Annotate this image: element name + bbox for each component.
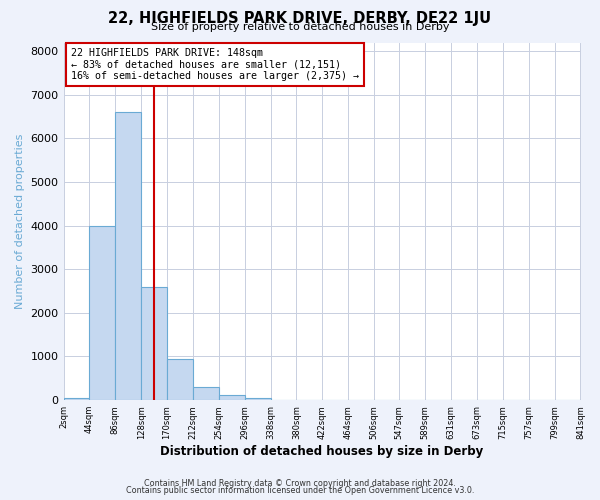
Bar [167, 358, 193, 400]
X-axis label: Distribution of detached houses by size in Derby: Distribution of detached houses by size … [160, 444, 484, 458]
Text: 22, HIGHFIELDS PARK DRIVE, DERBY, DE22 1JU: 22, HIGHFIELDS PARK DRIVE, DERBY, DE22 1… [109, 11, 491, 26]
Bar [89, 226, 115, 400]
Text: 22 HIGHFIELDS PARK DRIVE: 148sqm
← 83% of detached houses are smaller (12,151)
1: 22 HIGHFIELDS PARK DRIVE: 148sqm ← 83% o… [71, 48, 359, 81]
Text: Contains public sector information licensed under the Open Government Licence v3: Contains public sector information licen… [126, 486, 474, 495]
Text: Contains HM Land Registry data © Crown copyright and database right 2024.: Contains HM Land Registry data © Crown c… [144, 478, 456, 488]
Y-axis label: Number of detached properties: Number of detached properties [15, 134, 25, 309]
Bar [245, 398, 271, 400]
Bar [193, 386, 219, 400]
Bar [141, 286, 167, 400]
Bar [115, 112, 141, 400]
Bar [219, 395, 245, 400]
Text: Size of property relative to detached houses in Derby: Size of property relative to detached ho… [151, 22, 449, 32]
Bar [64, 398, 89, 400]
